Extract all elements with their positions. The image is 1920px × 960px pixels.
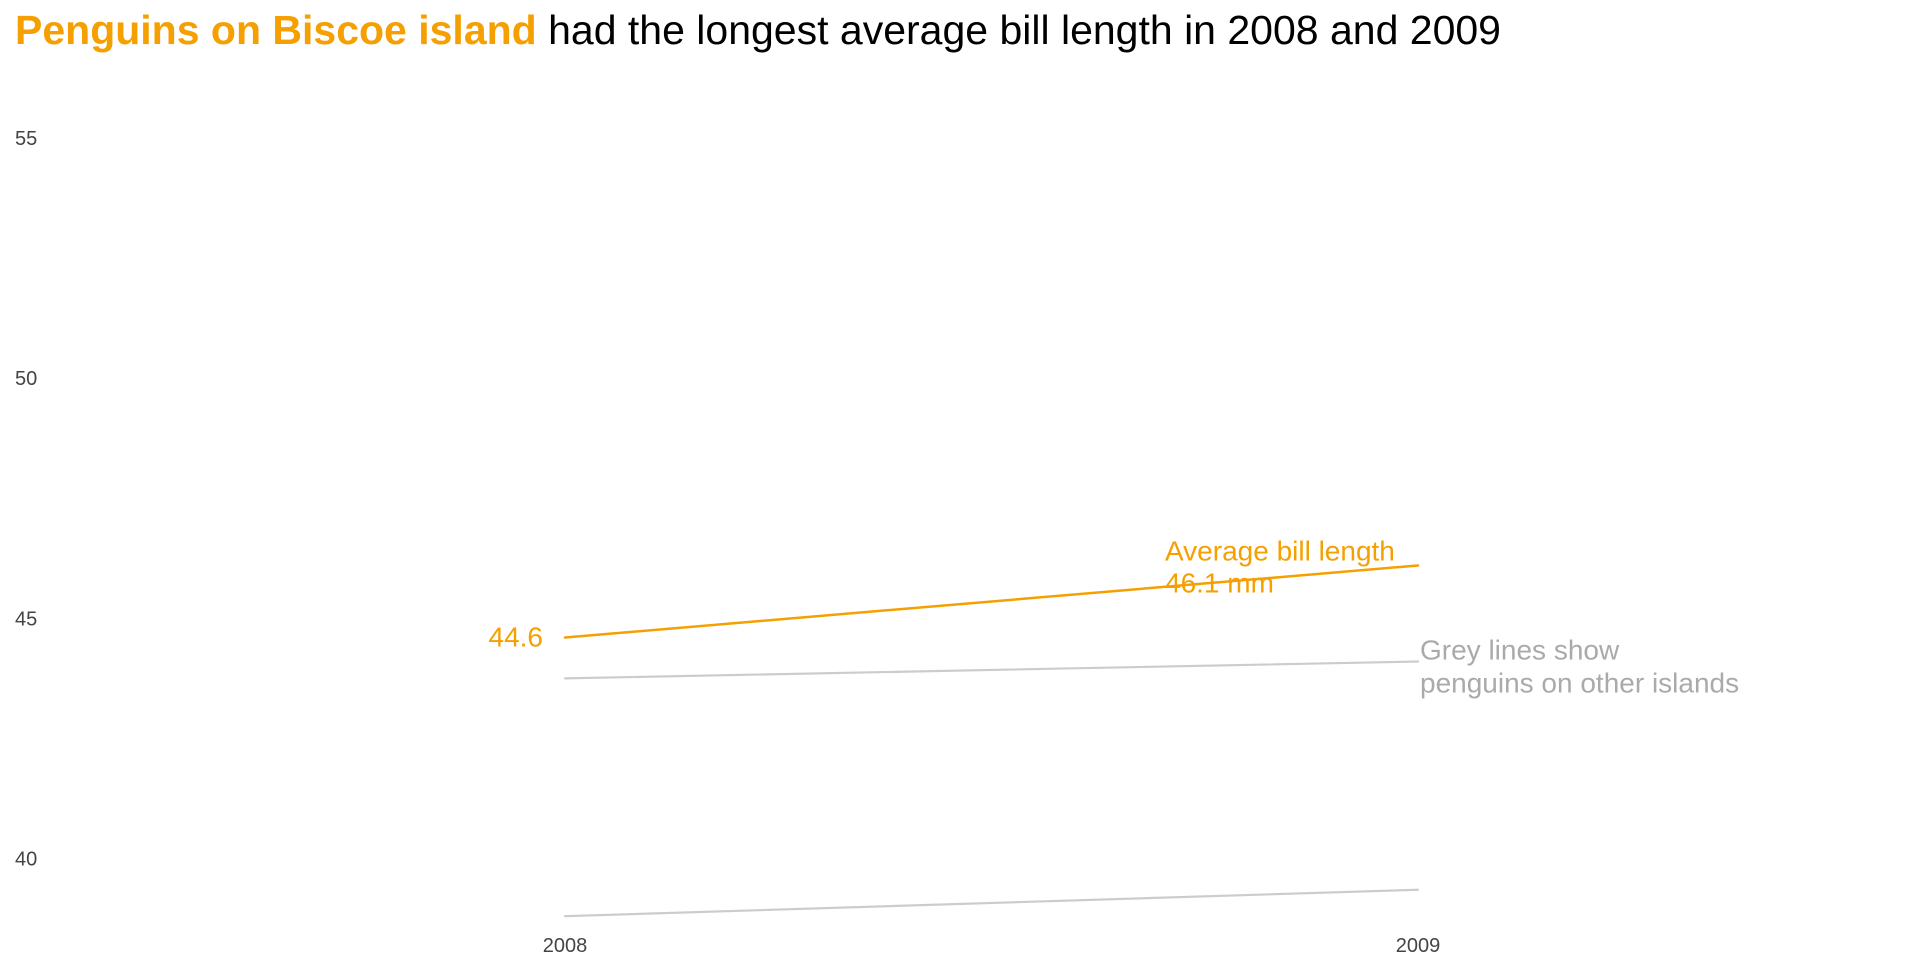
grey-note-line1: Grey lines show xyxy=(1420,635,1620,666)
x-tick-label: 2009 xyxy=(1396,935,1441,957)
title-rest: had the longest average bill length in 2… xyxy=(536,7,1501,53)
end-label-line1: Average bill length xyxy=(1165,535,1395,566)
y-tick-label: 45 xyxy=(15,608,37,630)
series-line-highlight xyxy=(563,564,1420,639)
series-line-grey xyxy=(563,660,1420,680)
start-value-label: 44.6 xyxy=(489,622,544,653)
title-highlight: Penguins on Biscoe island xyxy=(15,7,537,53)
grey-note-line2: penguins on other islands xyxy=(1420,668,1739,699)
annotations: 44.6 Average bill length 46.1 mm Grey li… xyxy=(489,535,1740,698)
y-tick-label: 55 xyxy=(15,128,37,150)
y-axis-ticks: 40 45 50 55 xyxy=(15,128,37,871)
chart-title: Penguins on Biscoe island had the longes… xyxy=(15,6,1501,55)
y-tick-label: 40 xyxy=(15,849,37,871)
x-axis-ticks: 2008 2009 xyxy=(543,935,1441,957)
series-layer xyxy=(563,564,1420,918)
x-tick-label: 2008 xyxy=(543,935,588,957)
series-line-grey xyxy=(563,888,1420,918)
y-tick-label: 50 xyxy=(15,368,37,390)
end-label-line2: 46.1 mm xyxy=(1165,567,1274,598)
